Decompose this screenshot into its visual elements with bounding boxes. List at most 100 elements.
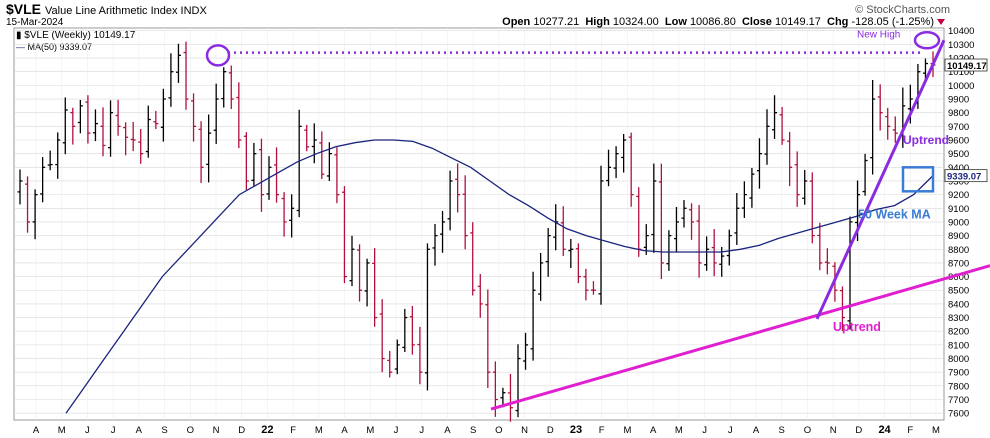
x-tick-label: M xyxy=(675,425,683,436)
high-label: High xyxy=(585,16,610,28)
x-tick-label: F xyxy=(290,425,296,436)
x-tick-label: J xyxy=(394,425,399,436)
short-uptrend-label: Uptrend xyxy=(903,133,949,147)
low-label: Low xyxy=(664,16,687,28)
ticker-symbol: $VLE xyxy=(6,1,42,17)
ma-highlight-box xyxy=(901,166,935,193)
x-tick-label: M xyxy=(623,425,631,436)
new-high-label: New High xyxy=(857,30,900,41)
y-tick-label: 9100 xyxy=(948,204,969,215)
y-tick-label: 8400 xyxy=(948,299,969,310)
y-tick-label: 8000 xyxy=(948,354,969,365)
x-tick-label: D xyxy=(855,425,862,436)
chg-label: Chg xyxy=(827,16,849,28)
y-tick-label: 8200 xyxy=(948,327,969,338)
y-tick-label: 10300 xyxy=(948,40,974,51)
legend-price-text: $VLE (Weekly) 10149.17 xyxy=(24,30,136,41)
y-tick-label: 9200 xyxy=(948,190,969,201)
x-tick-label: A xyxy=(341,425,348,436)
x-tick-label: J xyxy=(419,425,424,436)
chg-value: -128.05 (-1.25%) xyxy=(851,16,934,28)
y-tick-label: 7800 xyxy=(948,381,969,392)
x-tick-label: O xyxy=(804,425,811,436)
y-tick-label: 9500 xyxy=(948,149,969,160)
short-uptrend-line xyxy=(815,39,946,320)
plot-frame xyxy=(13,27,945,421)
y-tick-label: 9800 xyxy=(948,108,969,119)
y-tick-label: 8900 xyxy=(948,231,969,242)
y-tick-label: 10400 xyxy=(948,26,974,37)
close-label: Close xyxy=(741,16,772,28)
y-tick-label: 9900 xyxy=(948,95,969,106)
x-tick-label: S xyxy=(470,425,476,436)
last-ma-tag: 9339.07 xyxy=(947,172,981,183)
x-tick-label: J xyxy=(702,425,707,436)
x-tick-label: S xyxy=(161,425,167,436)
long-uptrend-line xyxy=(490,264,990,411)
x-tick-label: J xyxy=(111,425,116,436)
x-tick-label: S xyxy=(779,425,785,436)
ticker-title: $VLE Value Line Arithmetic Index INDX xyxy=(6,1,207,17)
y-tick-label: 9600 xyxy=(948,136,969,147)
ohlc-readout: Open 10277.21 High 10324.00 Low 10086.80… xyxy=(502,16,934,28)
ma50-line xyxy=(65,139,934,414)
x-tick-label: A xyxy=(136,425,143,436)
x-tick-label: O xyxy=(187,425,194,436)
legend-price: ▮ $VLE (Weekly) 10149.17 xyxy=(16,30,136,41)
close-value: 10149.17 xyxy=(774,16,821,28)
x-tick-label: N xyxy=(830,425,837,436)
x-tick-label: J xyxy=(85,425,90,436)
x-tick-label: 23 xyxy=(570,424,582,436)
x-tick-label: N xyxy=(213,425,220,436)
x-tick-label: J xyxy=(728,425,733,436)
x-tick-label: D xyxy=(547,425,554,436)
x-tick-label: A xyxy=(650,425,657,436)
x-tick-label: M xyxy=(58,425,66,436)
y-tick-label: 7600 xyxy=(948,409,969,420)
y-tick-label: 9000 xyxy=(948,217,969,228)
legend-ma-text: MA(50) 9339.07 xyxy=(27,42,93,52)
open-label: Open xyxy=(502,16,531,28)
x-tick-label: M xyxy=(932,425,940,436)
y-tick-label: 8500 xyxy=(948,286,969,297)
y-tick-label: 8800 xyxy=(948,245,969,256)
chart-date: 15-Mar-2024 xyxy=(6,17,64,28)
last-price-tag: 10149.17 xyxy=(947,61,987,72)
y-tick-label: 9700 xyxy=(948,122,969,133)
x-tick-label: O xyxy=(495,425,502,436)
brand-credit: © StockCharts.com xyxy=(855,4,950,16)
y-tick-label: 8100 xyxy=(948,340,969,351)
long-uptrend-label: Uptrend xyxy=(833,320,881,334)
y-tick-label: 8300 xyxy=(948,313,969,324)
x-tick-label: A xyxy=(33,425,40,436)
x-tick-label: A xyxy=(753,425,760,436)
y-tick-label: 8600 xyxy=(948,272,969,283)
x-tick-label: A xyxy=(444,425,451,436)
x-tick-label: M xyxy=(366,425,374,436)
y-tick-label: 9400 xyxy=(948,163,969,174)
y-tick-label: 10100 xyxy=(948,67,974,78)
x-tick-label: F xyxy=(599,425,605,436)
x-tick-label: 22 xyxy=(261,424,273,436)
y-tick-label: 8700 xyxy=(948,258,969,269)
x-tick-label: D xyxy=(238,425,245,436)
prior-high-circle xyxy=(205,44,231,67)
x-tick-label: 24 xyxy=(878,424,891,436)
x-tick-label: N xyxy=(521,425,528,436)
new-high-circle xyxy=(913,31,941,50)
y-tick-label: 10000 xyxy=(948,81,974,92)
last-ma-tag-box xyxy=(944,169,988,183)
legend-ma: — MA(50) 9339.07 xyxy=(16,42,93,52)
high-value: 10324.00 xyxy=(612,16,659,28)
y-tick-label: 7900 xyxy=(948,368,969,379)
ma-annotation-label: 50 Week MA xyxy=(858,208,931,222)
y-tick-label: 7700 xyxy=(948,395,969,406)
low-value: 10086.80 xyxy=(689,16,736,28)
ticker-name: Value Line Arithmetic Index INDX xyxy=(45,5,207,17)
last-price-tag-box xyxy=(944,58,988,72)
open-value: 10277.21 xyxy=(533,16,580,28)
x-tick-label: M xyxy=(315,425,323,436)
down-triangle-icon xyxy=(937,19,945,25)
x-tick-label: F xyxy=(907,425,913,436)
